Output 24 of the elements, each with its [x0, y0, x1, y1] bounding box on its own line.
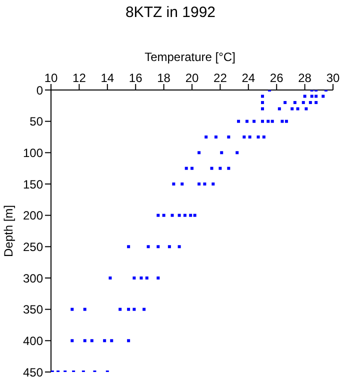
y-tick-label: 250	[22, 240, 44, 254]
y-tick-label: 150	[22, 177, 44, 192]
x-tick-label: 28	[298, 71, 312, 85]
y-tick-label: 300	[22, 271, 44, 286]
y-tick-label: 50	[30, 114, 44, 129]
x-tick-label: 26	[270, 71, 284, 85]
x-tick-label: 10	[44, 71, 58, 85]
x-tick-label: 24	[242, 71, 256, 85]
y-tick-label: 350	[22, 302, 44, 317]
y-axis-title: Depth [m]	[1, 204, 16, 258]
x-tick-label: 16	[128, 71, 143, 85]
x-tick-label: 12	[72, 71, 86, 85]
y-tick-label: 450	[22, 365, 44, 380]
y-tick-label: 400	[22, 334, 44, 348]
chart-title: 8KTZ in 1992	[124, 4, 217, 21]
x-tick-label: 20	[185, 71, 199, 85]
y-tick-label: 0	[36, 83, 44, 98]
y-tick-label: 200	[22, 208, 44, 223]
x-tick-label: 22	[214, 71, 228, 85]
x-tick-label: 30	[326, 71, 340, 85]
x-tick-label: 18	[157, 71, 171, 85]
x-axis-title: Temperature [°C]	[144, 50, 236, 64]
x-tick-label: 14	[100, 71, 114, 85]
y-tick-label: 100	[22, 146, 44, 160]
